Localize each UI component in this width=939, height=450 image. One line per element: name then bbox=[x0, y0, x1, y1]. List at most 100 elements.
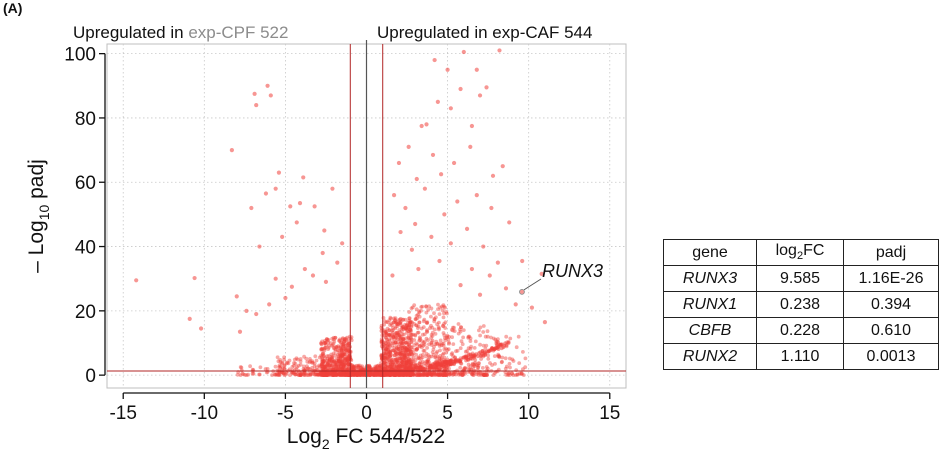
cloud-point bbox=[437, 320, 441, 325]
cloud-point bbox=[324, 370, 329, 375]
cloud-point bbox=[368, 372, 373, 377]
cloud-point bbox=[328, 373, 333, 377]
cloud-point bbox=[485, 366, 490, 371]
cloud-point bbox=[336, 344, 340, 348]
cloud-point bbox=[443, 326, 448, 330]
data-point bbox=[409, 247, 415, 252]
cloud-point bbox=[354, 372, 359, 377]
cloud-point bbox=[429, 336, 433, 340]
cloud-point bbox=[339, 353, 344, 357]
cloud-point bbox=[451, 354, 455, 359]
cloud-point bbox=[413, 362, 418, 367]
cloud-point bbox=[511, 373, 516, 377]
cloud-point bbox=[510, 371, 514, 376]
cloud-point bbox=[463, 371, 467, 376]
cloud-point bbox=[319, 371, 324, 376]
cloud-point bbox=[409, 349, 414, 354]
cloud-point bbox=[387, 360, 392, 365]
cloud-point bbox=[400, 341, 404, 346]
cloud-point bbox=[500, 355, 505, 360]
cloud-point bbox=[447, 370, 451, 375]
cloud-point bbox=[315, 372, 320, 377]
cloud-point bbox=[396, 346, 401, 351]
cloud-point bbox=[329, 356, 334, 361]
cloud-point bbox=[319, 373, 324, 377]
cloud-point bbox=[407, 353, 412, 357]
cloud-point bbox=[429, 371, 434, 375]
cloud-point bbox=[388, 354, 392, 359]
cloud-point bbox=[506, 371, 511, 376]
cloud-point bbox=[270, 373, 274, 377]
cloud-point bbox=[481, 373, 486, 377]
cloud-point bbox=[388, 350, 392, 355]
cloud-point bbox=[336, 345, 340, 350]
cloud-point bbox=[327, 357, 332, 362]
cloud-point bbox=[409, 306, 414, 311]
cloud-point bbox=[341, 353, 345, 358]
cloud-point bbox=[340, 370, 345, 375]
cloud-point bbox=[418, 338, 422, 342]
cloud-point bbox=[407, 342, 411, 347]
cloud-point bbox=[405, 323, 410, 328]
cloud-point bbox=[456, 372, 461, 377]
cloud-point bbox=[321, 362, 326, 367]
cloud-point bbox=[405, 340, 409, 344]
y-label-sub: 10 bbox=[36, 204, 52, 220]
cloud-point bbox=[340, 351, 345, 356]
cloud-point bbox=[398, 336, 403, 341]
cloud-point bbox=[452, 329, 457, 333]
cloud-point bbox=[310, 365, 315, 370]
cloud-point bbox=[320, 360, 325, 364]
cloud-point bbox=[424, 354, 428, 359]
cloud-point bbox=[302, 354, 306, 359]
data-point bbox=[500, 164, 505, 169]
y-axis-label: – Log10 padj bbox=[25, 159, 52, 273]
cloud-point bbox=[458, 372, 463, 377]
cloud-point bbox=[377, 365, 382, 370]
cloud-point bbox=[477, 328, 481, 333]
cloud-point bbox=[366, 371, 371, 376]
cloud-point bbox=[410, 372, 415, 377]
cloud-point bbox=[352, 364, 357, 369]
cloud-point bbox=[407, 338, 412, 343]
cloud-point bbox=[333, 363, 338, 368]
cloud-point bbox=[308, 357, 312, 361]
cloud-point bbox=[369, 366, 373, 370]
cloud-point bbox=[388, 364, 393, 369]
cloud-point bbox=[295, 372, 299, 377]
cloud-point bbox=[389, 359, 394, 364]
cloud-point bbox=[346, 343, 351, 348]
cloud-point bbox=[409, 328, 413, 333]
cloud-point bbox=[452, 325, 456, 330]
cloud-point bbox=[392, 373, 396, 377]
cloud-point bbox=[433, 373, 438, 377]
cloud-point bbox=[323, 356, 327, 361]
cloud-point bbox=[396, 333, 401, 337]
cloud-point bbox=[442, 322, 446, 326]
cloud-point bbox=[391, 334, 396, 339]
cloud-point bbox=[339, 371, 343, 375]
cloud-point bbox=[328, 341, 333, 345]
cloud-point bbox=[439, 355, 444, 360]
cloud-point bbox=[461, 355, 466, 360]
cloud-point bbox=[434, 315, 438, 320]
cloud-point bbox=[323, 346, 328, 350]
cloud-point bbox=[263, 367, 268, 371]
cloud-point bbox=[332, 372, 337, 376]
cloud-point bbox=[408, 349, 413, 353]
cloud-point bbox=[407, 365, 412, 370]
cloud-point bbox=[292, 361, 296, 365]
cloud-point bbox=[385, 359, 389, 364]
cloud-point bbox=[351, 372, 356, 376]
cloud-point bbox=[510, 371, 514, 376]
panel-label: (A) bbox=[3, 0, 23, 16]
cloud-point bbox=[378, 371, 383, 375]
cloud-point bbox=[446, 347, 451, 351]
cloud-point bbox=[340, 370, 345, 375]
cloud-point bbox=[402, 362, 406, 367]
cloud-point bbox=[473, 362, 478, 367]
cloud-point bbox=[400, 327, 405, 331]
cloud-point bbox=[396, 358, 401, 363]
cloud-point bbox=[407, 373, 412, 377]
cloud-point bbox=[441, 323, 445, 328]
